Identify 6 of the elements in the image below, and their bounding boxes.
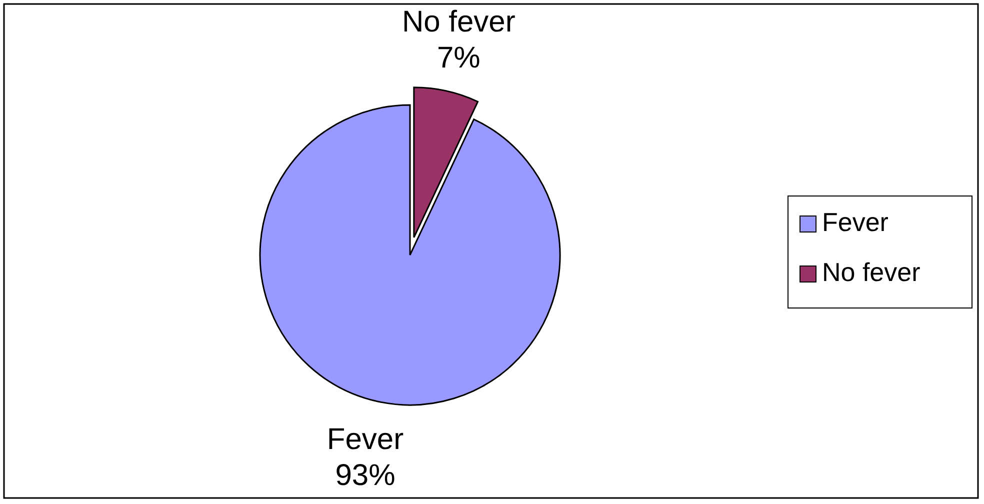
data-label: 7%	[436, 41, 480, 74]
legend-label: Fever	[822, 207, 889, 237]
slice-label: No fever	[402, 5, 516, 38]
slice-label: Fever	[326, 423, 404, 456]
legend-label: No fever	[822, 257, 921, 287]
data-label: 93%	[335, 459, 396, 492]
